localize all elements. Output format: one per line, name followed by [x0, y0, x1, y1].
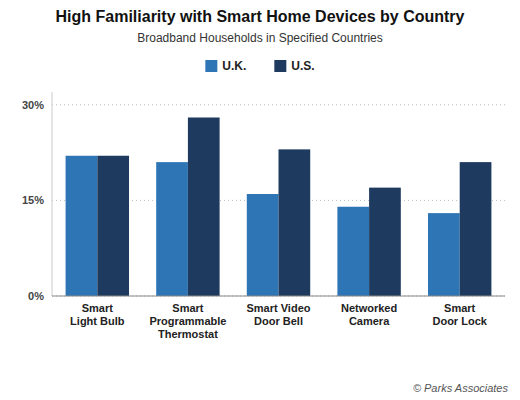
bar: [97, 156, 129, 296]
legend-label: U.K.: [222, 59, 246, 73]
x-tick-label-line: Smart: [172, 302, 204, 314]
x-tick-label-line: Camera: [349, 315, 390, 327]
x-tick-label-line: Smart Video: [247, 302, 311, 314]
bars: [66, 118, 492, 297]
grid: [52, 105, 505, 296]
x-tick-label: SmartDoor Lock: [432, 302, 487, 327]
x-tick-label-line: Light Bulb: [70, 315, 125, 327]
y-axis-line: [52, 92, 53, 296]
bar: [279, 149, 311, 296]
bar: [337, 207, 369, 296]
legend-label: U.S.: [291, 59, 314, 73]
grid-line: [52, 104, 505, 105]
y-tick-label: 30%: [22, 99, 44, 111]
y-tick-label: 15%: [22, 194, 44, 206]
x-tick-label: Smart VideoDoor Bell: [247, 302, 311, 327]
legend-item: U.K.: [205, 59, 246, 73]
legend-swatch: [274, 60, 286, 72]
bar: [428, 213, 460, 296]
legend-swatch: [205, 60, 217, 72]
x-axis-line: [52, 296, 505, 297]
legend-item: U.S.: [274, 59, 314, 73]
bar: [247, 194, 279, 296]
chart-svg: High Familiarity with Smart Home Devices…: [0, 0, 520, 400]
x-tick-label: SmartLight Bulb: [70, 302, 125, 327]
bar: [369, 188, 401, 296]
bar: [156, 162, 188, 296]
background: [0, 0, 520, 400]
x-tick-label-line: Door Lock: [432, 315, 487, 327]
x-tick-label-line: Programmable: [149, 315, 226, 327]
bar: [460, 162, 492, 296]
legend: U.K. U.S.: [205, 59, 314, 73]
x-tick-label: NetworkedCamera: [341, 302, 397, 327]
page: {"chart_data": { "type": "bar", "title":…: [0, 0, 520, 400]
bar: [66, 156, 98, 296]
x-tick-label-line: Smart: [82, 302, 114, 314]
subtitle: Broadband Households in Specified Countr…: [137, 31, 383, 45]
x-tick-label-line: Networked: [341, 302, 397, 314]
x-tick-label: SmartProgrammableThermostat: [149, 302, 226, 340]
footnote: © Parks Associates: [413, 382, 509, 394]
x-tick-label-line: Thermostat: [158, 328, 218, 340]
grid-line: [52, 296, 505, 297]
title: High Familiarity with Smart Home Devices…: [56, 8, 465, 25]
x-tick-label-line: Door Bell: [254, 315, 303, 327]
y-tick-label: 0%: [28, 290, 44, 302]
x-tick-label-line: Smart: [444, 302, 476, 314]
bar: [188, 118, 220, 297]
chart-container: High Familiarity with Smart Home Devices…: [0, 0, 520, 400]
